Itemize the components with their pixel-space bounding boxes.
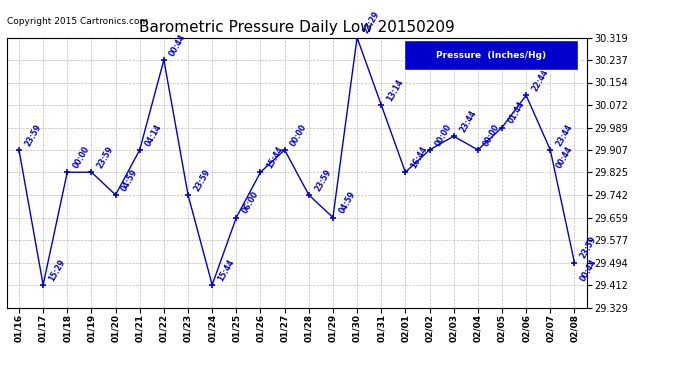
Text: 04:59: 04:59 <box>120 167 139 193</box>
Text: 15:29: 15:29 <box>48 257 67 283</box>
Text: 00:00: 00:00 <box>482 122 502 148</box>
Text: 00:44: 00:44 <box>168 32 188 58</box>
Text: 16:44: 16:44 <box>410 145 429 170</box>
Text: 00:44: 00:44 <box>555 144 574 170</box>
Text: 00:44: 00:44 <box>579 257 598 282</box>
Text: 23:59: 23:59 <box>579 235 598 260</box>
Text: 23:59: 23:59 <box>23 122 43 148</box>
Text: 23:59: 23:59 <box>96 145 115 170</box>
Text: 23:44: 23:44 <box>555 122 574 148</box>
Text: Copyright 2015 Cartronics.com: Copyright 2015 Cartronics.com <box>7 17 148 26</box>
Text: 04:59: 04:59 <box>337 190 357 215</box>
Text: 01:44: 01:44 <box>506 100 526 125</box>
Text: 00:00: 00:00 <box>289 122 308 148</box>
Text: 23:59: 23:59 <box>313 167 333 193</box>
Text: 23:59: 23:59 <box>193 167 212 193</box>
Text: 00:00: 00:00 <box>434 122 453 148</box>
Text: 04:14: 04:14 <box>144 122 164 148</box>
Text: 23:29: 23:29 <box>362 10 381 35</box>
Text: 15:44: 15:44 <box>265 145 284 170</box>
Text: 15:44: 15:44 <box>217 257 236 283</box>
Text: 23:44: 23:44 <box>458 109 477 134</box>
Text: 22:44: 22:44 <box>531 68 550 93</box>
Text: 00:00: 00:00 <box>72 145 91 170</box>
Text: 06:00: 06:00 <box>241 190 260 215</box>
Title: Barometric Pressure Daily Low 20150209: Barometric Pressure Daily Low 20150209 <box>139 20 455 35</box>
Text: 13:14: 13:14 <box>386 77 405 103</box>
